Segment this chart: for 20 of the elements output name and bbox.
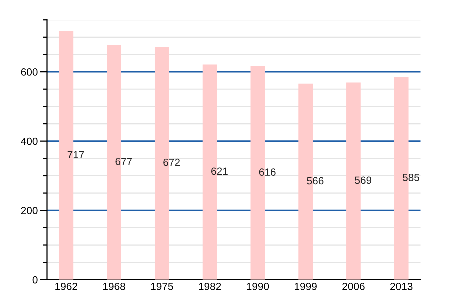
data-label: 717 [68, 151, 84, 158]
data-label: 677 [116, 158, 132, 166]
x-tick-label: 2006 [342, 282, 365, 290]
data-label: 621 [212, 168, 228, 176]
data-label: 566 [307, 177, 324, 185]
x-tick-label: 1962 [56, 282, 78, 290]
y-tick-label: 0 [32, 276, 38, 284]
y-tick-label: 400 [21, 138, 38, 146]
x-tick-label: 2013 [390, 282, 413, 290]
x-tick-label: 1968 [103, 282, 126, 290]
data-label: 585 [402, 174, 420, 182]
x-tick-label: 1990 [247, 282, 270, 290]
x-tick-label: 1999 [295, 282, 317, 290]
y-tick-label: 200 [21, 207, 38, 214]
data-label: 616 [259, 168, 276, 176]
x-tick-label: 1975 [151, 282, 174, 290]
data-label: 672 [164, 158, 180, 166]
x-tick-label: 1982 [199, 282, 222, 290]
data-label: 569 [355, 176, 372, 184]
y-tick-label: 600 [21, 68, 38, 76]
